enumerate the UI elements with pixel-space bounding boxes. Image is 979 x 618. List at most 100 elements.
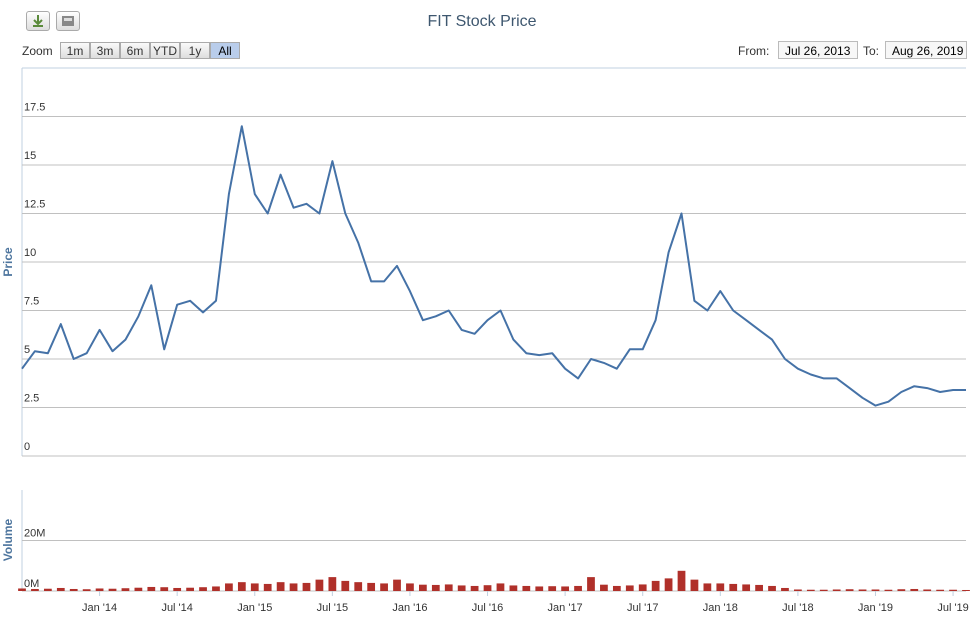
y-tick-label: 7.5 (24, 296, 39, 308)
volume-bar (561, 586, 570, 591)
volume-bar (212, 586, 220, 591)
x-tick-label: Jan '16 (392, 602, 427, 614)
volume-bar (496, 583, 505, 591)
chart-title: FIT Stock Price (427, 13, 536, 30)
volume-bar (186, 587, 194, 591)
volume-bar (535, 586, 544, 591)
volume-bar (806, 589, 815, 591)
volume-bar (108, 588, 117, 591)
range-button[interactable]: 1m (60, 42, 90, 59)
x-tick-label: Jan '18 (703, 602, 738, 614)
x-tick-label: Jan '19 (858, 602, 893, 614)
volume-bar (794, 589, 802, 591)
print-icon (62, 16, 74, 26)
print-button[interactable] (56, 11, 80, 31)
volume-bar (406, 583, 414, 591)
range-button[interactable]: All (210, 42, 240, 59)
volume-bar (199, 587, 207, 591)
y-tick-label: 10 (24, 247, 36, 259)
volume-bar (276, 582, 285, 591)
range-button[interactable]: YTD (150, 42, 180, 59)
volume-bar (690, 579, 699, 591)
volume-bar (664, 578, 673, 591)
range-button[interactable]: 6m (120, 42, 150, 59)
volume-bar (147, 586, 156, 591)
volume-bar (768, 585, 776, 591)
volume-bar (638, 584, 647, 591)
volume-bar (819, 589, 828, 591)
volume-bar (18, 588, 26, 591)
volume-bar (832, 589, 841, 591)
volume-bar (703, 583, 712, 591)
volume-bar (923, 589, 932, 591)
volume-bar (250, 583, 259, 591)
volume-bar (315, 579, 324, 591)
volume-bar (418, 584, 427, 591)
y-tick-label: 5 (24, 344, 30, 356)
y-tick-label: 15 (24, 150, 36, 162)
volume-bar (612, 585, 621, 591)
volume-bar (160, 587, 169, 591)
y-tick-label: 2.5 (24, 393, 39, 405)
x-tick-label: Jan '14 (82, 602, 117, 614)
x-tick-label: Jul '19 (937, 602, 968, 614)
volume-bar (858, 589, 867, 591)
volume-bar (95, 588, 104, 591)
volume-bar (69, 588, 78, 591)
volume-bar (962, 589, 970, 591)
volume-bar (263, 583, 272, 591)
x-tick-label: Jul '14 (161, 602, 192, 614)
volume-bar (134, 587, 143, 591)
volume-bar (755, 584, 763, 591)
volume-bar (367, 582, 376, 591)
volume-bar (897, 589, 906, 591)
x-tick-label: Jul '17 (627, 602, 658, 614)
volume-bar (470, 585, 479, 591)
volume-bar (444, 584, 453, 591)
range-button[interactable]: 1y (180, 42, 210, 59)
volume-bar (716, 583, 725, 591)
volume-bar (845, 589, 854, 591)
volume-bar (289, 583, 298, 591)
volume-bar (587, 577, 595, 591)
y2-axis-title: Volume (1, 518, 15, 561)
volume-bar (871, 589, 880, 591)
volume-bar (43, 588, 52, 591)
volume-bar (380, 583, 388, 591)
volume-bar (742, 584, 751, 591)
volume-bar (483, 585, 492, 591)
to-label: To: (863, 44, 880, 58)
y2-tick-label: 20M (24, 528, 45, 540)
download-button[interactable] (26, 11, 50, 31)
x-tick-label: Jul '18 (782, 602, 813, 614)
volume-bar (431, 584, 440, 591)
volume-bar (949, 589, 957, 591)
volume-bar (509, 585, 518, 591)
from-input[interactable]: Jul 26, 2013 (778, 41, 858, 59)
from-label: From: (738, 44, 770, 58)
volume-bar (781, 587, 789, 591)
volume-bar (328, 577, 337, 591)
volume-bar (600, 584, 608, 591)
y-tick-label: 12.5 (24, 199, 45, 211)
y2-tick-label: 0M (24, 578, 39, 590)
volume-bar (56, 587, 65, 591)
price-line (21, 125, 966, 407)
volume-bar (237, 582, 246, 591)
download-icon (33, 15, 43, 27)
volume-bar (625, 585, 634, 591)
to-input[interactable]: Aug 26, 2019 (885, 41, 967, 59)
volume-bar (225, 583, 233, 591)
volume-bar (121, 588, 130, 591)
volume-bar (936, 589, 945, 591)
volume-bar (82, 589, 91, 591)
y-axis-title: Price (1, 247, 15, 277)
range-button[interactable]: 3m (90, 42, 120, 59)
volume-bar (302, 582, 311, 591)
volume-bar (522, 585, 531, 591)
y-tick-label: 17.5 (24, 102, 45, 114)
volume-bar (729, 583, 738, 591)
zoom-label: Zoom (22, 44, 53, 58)
